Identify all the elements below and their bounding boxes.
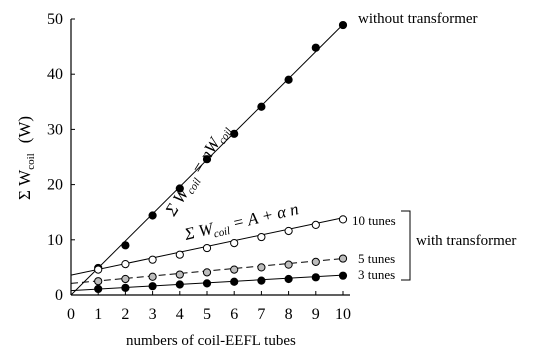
data-point bbox=[338, 271, 348, 280]
data-point bbox=[94, 277, 103, 286]
x-tick-label: 10 bbox=[335, 306, 351, 323]
data-point bbox=[175, 270, 184, 279]
y-tick-label: 0 bbox=[55, 287, 63, 304]
data-point bbox=[311, 220, 320, 229]
data-point bbox=[257, 276, 266, 285]
data-point bbox=[121, 274, 130, 284]
x-tick-label: 7 bbox=[257, 306, 265, 323]
data-point bbox=[338, 215, 348, 224]
data-point bbox=[311, 273, 320, 282]
data-point bbox=[284, 75, 293, 84]
data-point bbox=[148, 282, 157, 291]
equation-transformer: Σ Wcoil = A + α n bbox=[182, 199, 301, 247]
data-point bbox=[257, 102, 266, 111]
x-axis-label: numbers of coil-EEFL tubes bbox=[126, 333, 296, 349]
x-tick-label: 1 bbox=[94, 306, 102, 323]
data-point bbox=[257, 232, 266, 242]
data-point bbox=[284, 226, 293, 236]
series-label-without-transformer: without transformer bbox=[358, 11, 478, 27]
data-point bbox=[311, 43, 320, 52]
ticks: 0 1 2 3 4 5 6 7 8 9 10 0 10 20 30 40 50 bbox=[47, 11, 351, 323]
data-point bbox=[202, 243, 212, 253]
data-point bbox=[230, 277, 239, 286]
data-point bbox=[202, 155, 212, 164]
data-point bbox=[338, 20, 348, 30]
data-point bbox=[230, 265, 239, 274]
x-tick-label: 9 bbox=[312, 306, 320, 323]
data-markers bbox=[94, 20, 348, 294]
data-point bbox=[121, 259, 130, 269]
x-tick-label: 3 bbox=[149, 306, 157, 323]
data-point bbox=[94, 265, 103, 274]
y-tick-label: 40 bbox=[47, 66, 63, 83]
bracket bbox=[401, 210, 411, 281]
x-tick-label: 6 bbox=[230, 306, 238, 323]
data-point bbox=[284, 274, 293, 284]
y-tick-label: 10 bbox=[47, 232, 63, 249]
data-point bbox=[338, 254, 348, 263]
x-tick-label: 5 bbox=[203, 306, 211, 323]
data-point bbox=[94, 284, 103, 294]
x-tick-label: 2 bbox=[121, 306, 129, 323]
series-label-3-tunes: 3 tunes bbox=[358, 267, 395, 282]
data-point bbox=[148, 255, 157, 264]
y-tick-label: 50 bbox=[47, 11, 63, 28]
data-point bbox=[148, 272, 157, 281]
data-point bbox=[230, 239, 239, 248]
data-point bbox=[202, 268, 212, 277]
group-label-with-transformer: with transformer bbox=[416, 233, 516, 249]
x-tick-label: 4 bbox=[176, 306, 184, 323]
y-tick-label: 20 bbox=[47, 177, 63, 194]
data-point bbox=[175, 184, 184, 193]
data-point bbox=[284, 260, 293, 269]
data-point bbox=[121, 241, 130, 250]
equation-direct: Σ Wcoil = nWcoil bbox=[161, 121, 235, 222]
data-point bbox=[148, 211, 157, 220]
data-point bbox=[202, 279, 212, 288]
data-point bbox=[175, 280, 184, 289]
y-tick-label: 30 bbox=[47, 121, 63, 138]
x-tick-label: 8 bbox=[285, 306, 293, 323]
data-point bbox=[121, 283, 130, 292]
axes bbox=[70, 19, 350, 296]
data-point bbox=[257, 263, 266, 272]
series-label-10-tunes: 10 tunes bbox=[352, 213, 396, 228]
data-point bbox=[175, 250, 184, 259]
series-label-5-tunes: 5 tunes bbox=[358, 251, 395, 266]
y-axis-label: Σ Wcoil(W) bbox=[15, 116, 37, 200]
x-tick-label: 0 bbox=[67, 306, 75, 323]
data-point bbox=[230, 129, 239, 138]
data-point bbox=[311, 257, 320, 266]
